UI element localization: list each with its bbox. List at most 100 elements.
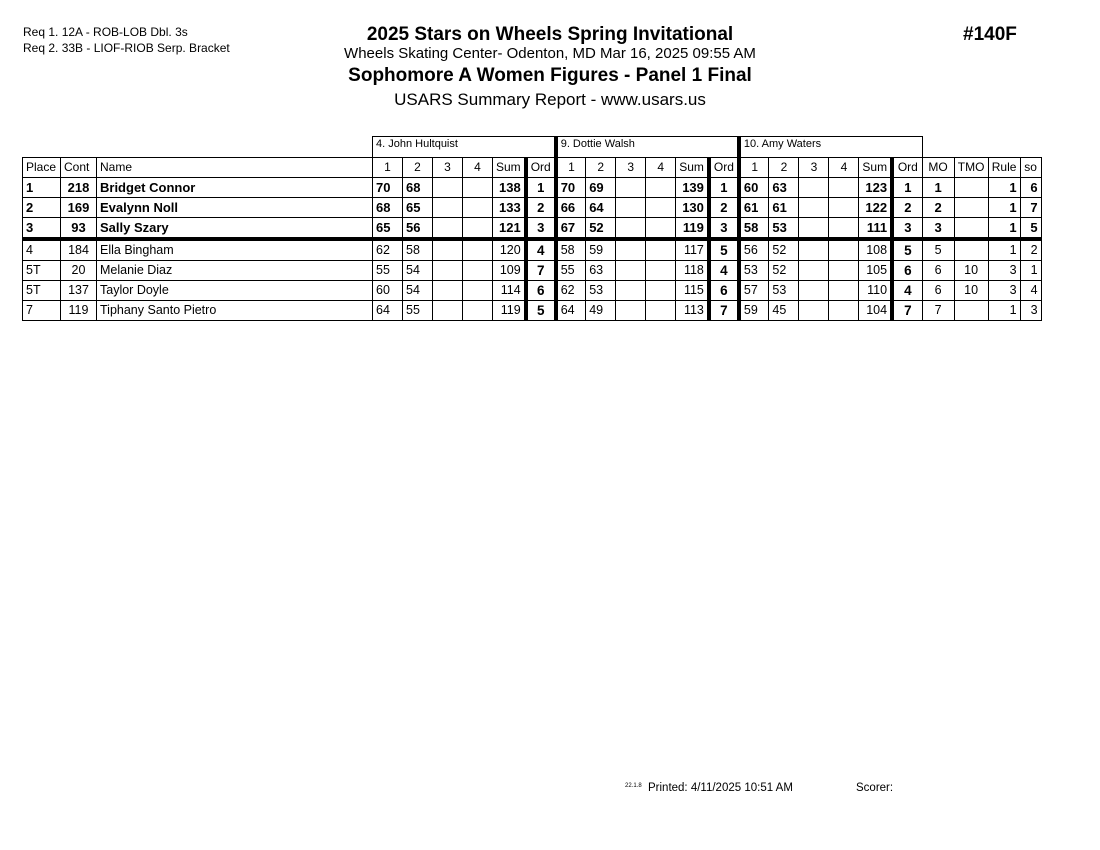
tmo-cell [953, 217, 989, 241]
header-so: so [1019, 157, 1042, 178]
sum-cell: 118 [675, 260, 710, 281]
score-cell [798, 260, 830, 281]
header-judge-col: 3 [615, 157, 647, 178]
place-cell: 7 [22, 300, 61, 321]
score-cell: 64 [372, 300, 403, 321]
score-cell: 56 [402, 217, 433, 241]
tmo-cell [953, 197, 989, 218]
event-title: 2025 Stars on Wheels Spring Invitational [366, 24, 734, 45]
sum-cell: 120 [491, 238, 527, 261]
ordinal-cell: 6 [523, 280, 557, 301]
sum-cell: 111 [858, 217, 893, 241]
tmo-cell: 10 [953, 260, 989, 281]
sum-cell: 114 [491, 280, 527, 301]
score-cell [828, 260, 860, 281]
cont-cell: 218 [60, 177, 97, 198]
ordinal-cell: 6 [890, 260, 923, 281]
score-cell [798, 197, 830, 218]
cont-cell: 119 [60, 300, 97, 321]
ordinal-cell: 2 [706, 197, 740, 218]
header-judge-col: Sum [858, 157, 893, 178]
skater-name: Ella Bingham [96, 238, 373, 261]
tmo-cell [953, 300, 989, 321]
header-rule: Rule [987, 157, 1021, 178]
sum-cell: 138 [491, 177, 527, 198]
table-row: 2 169 Evalynn Noll 68 65 133 2 66 64 130 2 61 61 122 2… [22, 197, 1042, 218]
header-judge-col: 1 [372, 157, 403, 178]
score-cell: 68 [402, 177, 433, 198]
place-cell: 2 [22, 197, 61, 218]
header-judge-col: 2 [402, 157, 433, 178]
score-cell [462, 300, 493, 321]
rule-cell: 1 [987, 238, 1021, 261]
header-judge-col: Sum [675, 157, 710, 178]
header-judge-col: 4 [462, 157, 493, 178]
ordinal-cell: 4 [523, 238, 557, 261]
score-cell: 45 [768, 300, 800, 321]
score-cell: 62 [372, 238, 403, 261]
ordinal-cell: 7 [523, 260, 557, 281]
results-table: 4. John Hultquist 9. Dottie Walsh 10. Amy … [22, 136, 1042, 321]
score-cell [615, 280, 647, 301]
so-cell: 4 [1019, 280, 1042, 301]
score-cell: 68 [372, 197, 403, 218]
score-cell: 64 [553, 300, 587, 321]
judge-header-row: 4. John Hultquist 9. Dottie Walsh 10. Amy … [23, 136, 1042, 158]
score-cell [432, 260, 463, 281]
table-row: 3 93 Sally Szary 65 56 121 3 67 52 119 3 58 53 111 3 3 1… [22, 217, 1042, 241]
score-cell: 61 [736, 197, 770, 218]
requirement-1: Req 1. 12A - ROB-LOB Dbl. 3s [23, 25, 188, 39]
so-cell: 5 [1019, 217, 1042, 241]
score-cell: 63 [768, 177, 800, 198]
header-judge-col: Ord [706, 157, 740, 178]
score-cell [645, 197, 677, 218]
table-row: 4 184 Ella Bingham 62 58 120 4 58 59 117 5 56 52 108 5… [22, 238, 1042, 261]
score-cell: 70 [553, 177, 587, 198]
header-judge-col: 4 [828, 157, 860, 178]
score-cell [462, 197, 493, 218]
place-cell: 5T [22, 260, 61, 281]
skater-name: Sally Szary [96, 217, 373, 241]
score-cell [462, 260, 493, 281]
score-cell: 59 [585, 238, 617, 261]
report-title: USARS Summary Report - www.usars.us [394, 90, 706, 109]
judge-name: 9. Dottie Walsh [553, 136, 740, 158]
score-cell [432, 300, 463, 321]
header-place: Place [22, 157, 61, 178]
score-cell [828, 238, 860, 261]
score-cell: 55 [402, 300, 433, 321]
mo-cell: 2 [921, 197, 955, 218]
skater-name: Taylor Doyle [96, 280, 373, 301]
score-cell [645, 300, 677, 321]
header-judge-col: 3 [798, 157, 830, 178]
mo-cell: 3 [921, 217, 955, 241]
score-cell [432, 217, 463, 241]
score-cell [615, 260, 647, 281]
mo-cell: 6 [921, 280, 955, 301]
place-cell: 4 [22, 238, 61, 261]
score-cell: 57 [736, 280, 770, 301]
score-cell: 61 [768, 197, 800, 218]
score-cell: 69 [585, 177, 617, 198]
score-cell [432, 280, 463, 301]
division-title: Sophomore A Women Figures - Panel 1 Fina… [348, 65, 752, 86]
score-cell [432, 238, 463, 261]
score-cell [645, 280, 677, 301]
score-cell [828, 217, 860, 241]
score-cell: 60 [736, 177, 770, 198]
score-cell: 58 [736, 217, 770, 241]
score-cell [645, 260, 677, 281]
so-cell: 3 [1019, 300, 1042, 321]
ordinal-cell: 1 [706, 177, 740, 198]
sum-cell: 139 [675, 177, 710, 198]
header-judge-col: Sum [491, 157, 527, 178]
sum-cell: 119 [491, 300, 527, 321]
cont-cell: 20 [60, 260, 97, 281]
score-cell [798, 280, 830, 301]
sum-cell: 108 [858, 238, 893, 261]
requirement-2: Req 2. 33B - LIOF-RIOB Serp. Bracket [23, 41, 230, 55]
so-cell: 1 [1019, 260, 1042, 281]
score-cell [615, 300, 647, 321]
score-cell: 70 [372, 177, 403, 198]
sum-cell: 123 [858, 177, 893, 198]
